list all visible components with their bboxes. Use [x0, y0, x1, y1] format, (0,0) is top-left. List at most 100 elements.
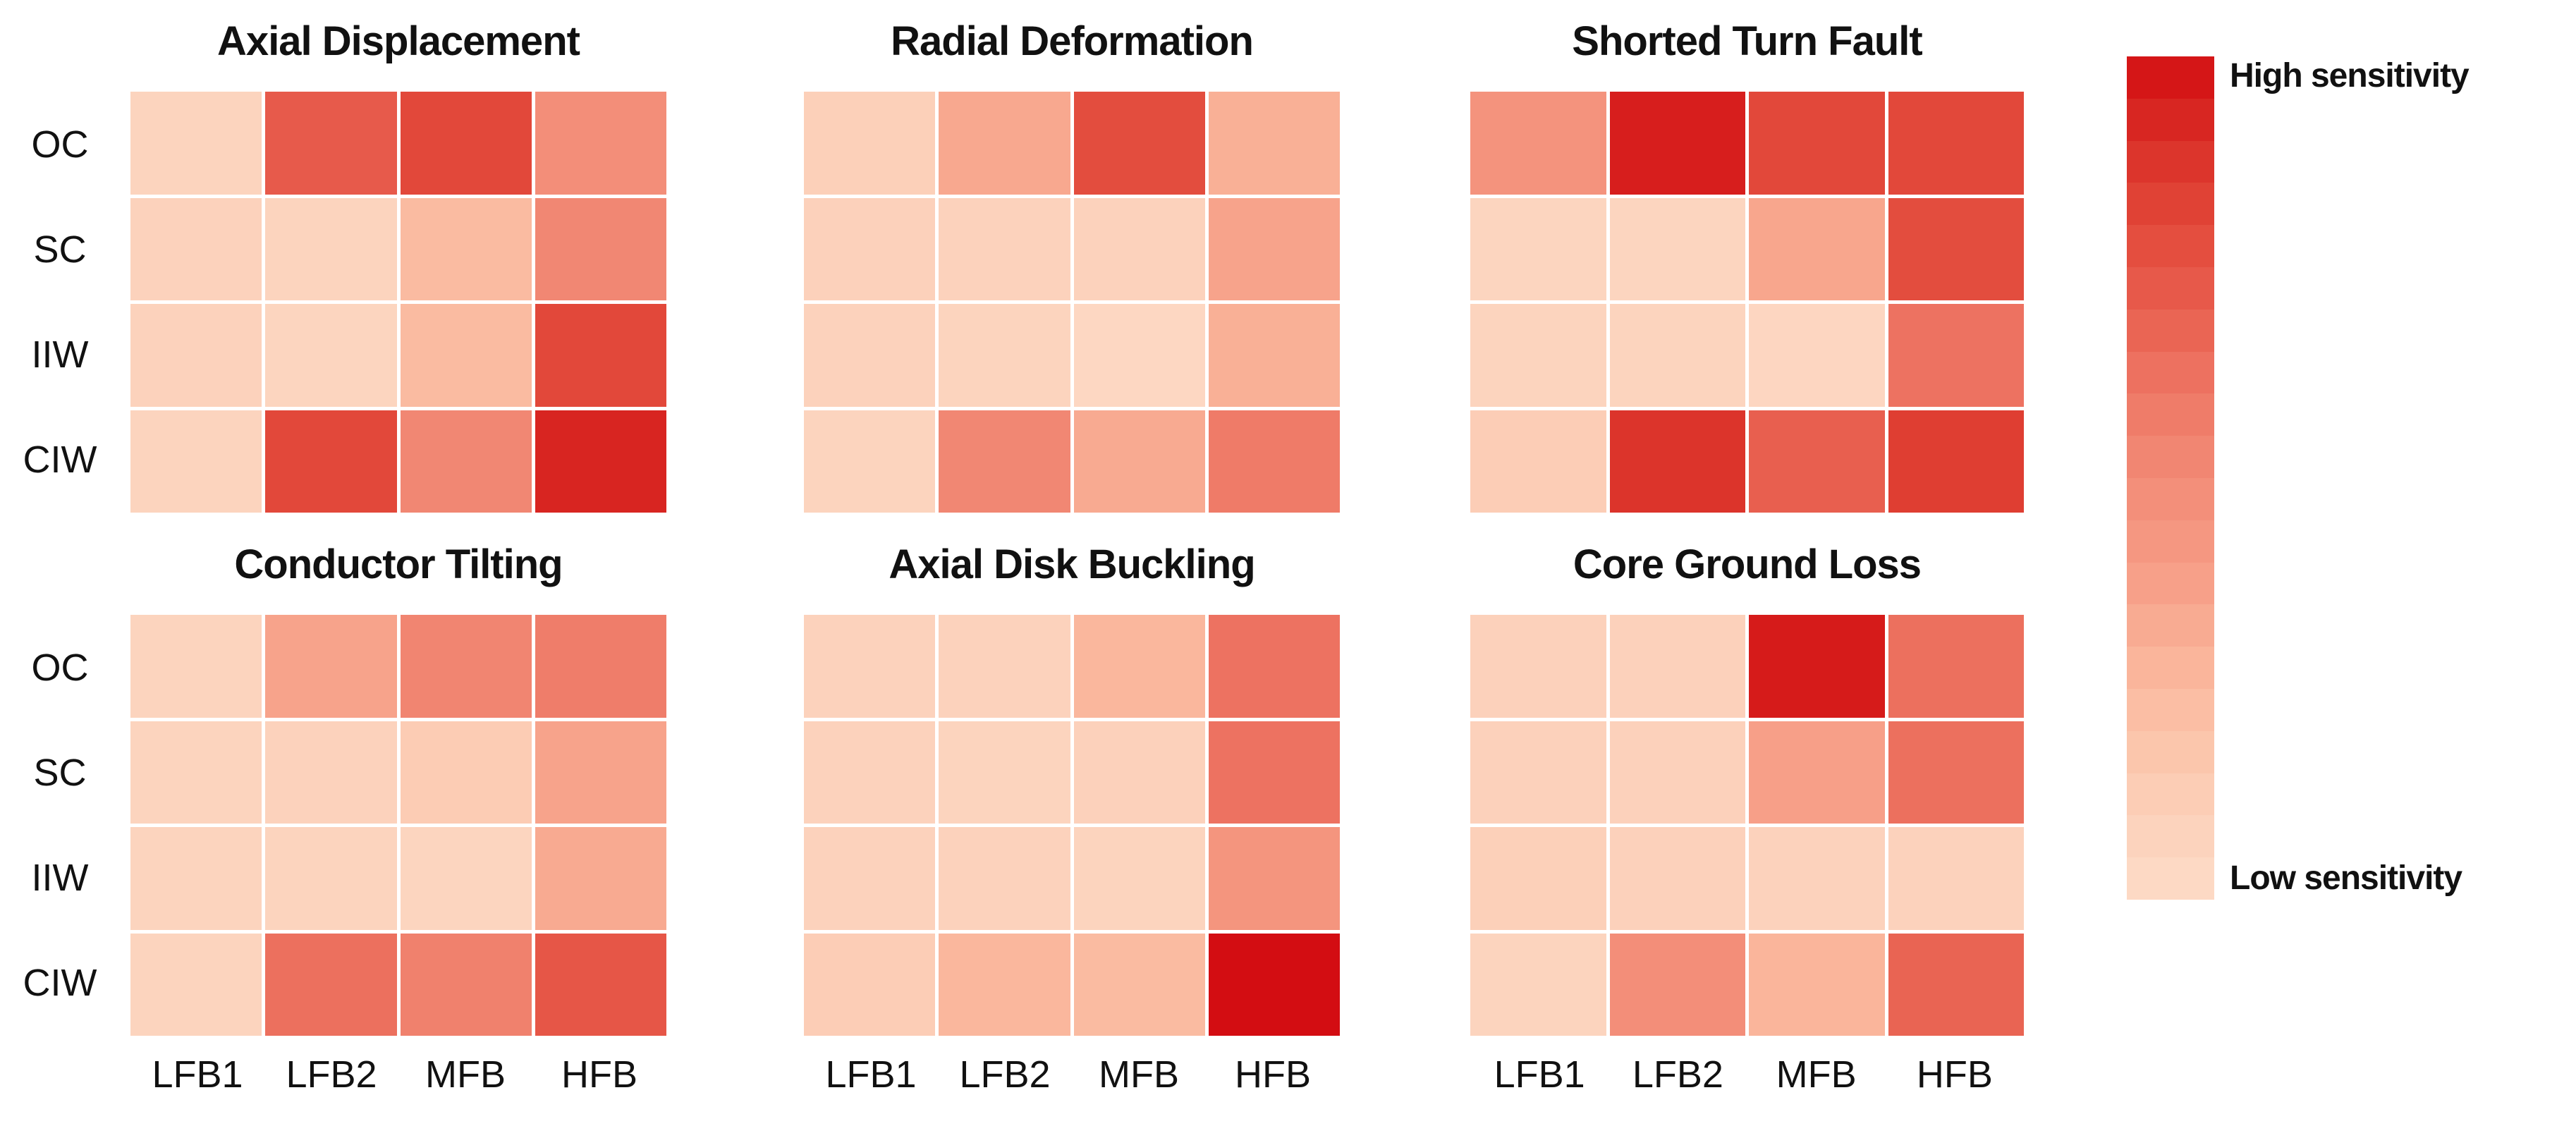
heatmap-cell-sc-mfb [400, 721, 532, 824]
heatmap-cell-oc-mfb [1073, 615, 1205, 718]
heatmap-axial-displacement: Axial Displacement OC SC IIW CIW [23, 21, 666, 513]
heatmap-cell-ciw-lfb2 [1609, 933, 1745, 1036]
heatmap-cell-iiw-lfb1 [1470, 827, 1606, 930]
heatmap-cell-ciw-hfb [1888, 410, 2024, 513]
heatmap-cell-sc-lfb2 [1609, 721, 1745, 824]
x-axis-labels: LFB1 LFB2 MFB HFB [1470, 1056, 2024, 1094]
colorbar-step [2127, 520, 2214, 563]
heatmap-cell-oc-lfb1 [804, 92, 936, 195]
heatmap-cell-sc-lfb1 [130, 721, 262, 824]
heatmap-axial-disk-buckling: Axial Disk Buckling LFB1 LFB2 MFB HFB [804, 544, 1340, 1094]
heatmap-radial-deformation: Radial Deformation [804, 21, 1340, 513]
colorbar-low-label: Low sensitivity [2230, 859, 2462, 897]
colorbar-step [2127, 647, 2214, 689]
col-label-mfb: MFB [1776, 1053, 1857, 1096]
y-axis-labels: OC SC IIW CIW [7, 92, 113, 513]
heatmap-cell-oc-lfb2 [265, 615, 397, 718]
colorbar-step [2127, 604, 2214, 647]
colorbar-step [2127, 773, 2214, 816]
heatmap-cell-sc-hfb [1888, 721, 2024, 824]
heatmap-cell-ciw-mfb [400, 933, 532, 1036]
heatmap-cell-sc-mfb [1073, 721, 1205, 824]
heatmap-cell-iiw-lfb1 [130, 827, 262, 930]
heatmap-title-core-ground-loss: Core Ground Loss [1573, 542, 1922, 587]
heatmap-cell-sc-mfb [1749, 197, 1885, 300]
heatmap-cell-iiw-mfb [1749, 304, 1885, 407]
heatmap-title-axial-disk-buckling: Axial Disk Buckling [889, 542, 1255, 587]
heatmap-cell-oc-hfb [535, 615, 666, 718]
heatmap-cell-iiw-lfb1 [1470, 304, 1606, 407]
heatmap-cell-iiw-mfb [400, 304, 532, 407]
heatmap-cell-ciw-lfb1 [804, 410, 936, 513]
heatmap-cell-sc-hfb [1888, 197, 2024, 300]
heatmap-cell-iiw-hfb [535, 304, 666, 407]
x-axis-labels: LFB1 LFB2 MFB HFB [130, 1056, 666, 1094]
heatmap-cell-iiw-hfb [1208, 827, 1340, 930]
heatmap-cell-sc-hfb [1208, 197, 1340, 300]
heatmap-cell-iiw-lfb1 [804, 304, 936, 407]
heatmap-cell-ciw-hfb [1208, 933, 1340, 1036]
row-label-ciw: CIW [23, 439, 97, 482]
heatmap-cell-oc-mfb [400, 92, 532, 195]
heatmap-cell-oc-hfb [1208, 92, 1340, 195]
heatmap-cell-ciw-mfb [1749, 933, 1885, 1036]
heatmap-cell-iiw-lfb1 [130, 304, 262, 407]
heatmap-cell-oc-hfb [1208, 615, 1340, 718]
heatmap-cell-ciw-mfb [1749, 410, 1885, 513]
heatmap-cell-iiw-lfb1 [804, 827, 936, 930]
heatmap-cell-sc-lfb2 [939, 197, 1070, 300]
heatmap-cell-sc-lfb1 [804, 721, 936, 824]
heatmap-cell-ciw-lfb2 [1609, 410, 1745, 513]
row-label-sc: SC [33, 751, 87, 794]
heatmap-cell-iiw-mfb [1749, 827, 1885, 930]
colorbar-step [2127, 436, 2214, 478]
heatmap-cell-oc-hfb [535, 92, 666, 195]
heatmap-cell-oc-lfb2 [939, 615, 1070, 718]
heatmap-cell-ciw-lfb2 [939, 410, 1070, 513]
heatmap-cell-oc-lfb2 [265, 92, 397, 195]
heatmap-title-axial-displacement: Axial Displacement [217, 18, 580, 64]
heatmap-cell-ciw-hfb [1888, 933, 2024, 1036]
colorbar [2127, 56, 2214, 900]
heatmap-cell-oc-lfb1 [130, 615, 262, 718]
heatmap-cell-oc-lfb1 [130, 92, 262, 195]
col-label-lfb1: LFB1 [1494, 1053, 1585, 1096]
heatmap-cell-sc-hfb [535, 197, 666, 300]
col-label-lfb1: LFB1 [152, 1053, 243, 1096]
row-label-oc: OC [31, 646, 89, 689]
col-label-hfb: HFB [561, 1053, 637, 1096]
colorbar-step [2127, 815, 2214, 858]
heatmap-cell-sc-mfb [1073, 197, 1205, 300]
heatmap-cell-oc-lfb2 [939, 92, 1070, 195]
heatmap-cell-ciw-mfb [1073, 410, 1205, 513]
colorbar-step [2127, 309, 2214, 352]
heatmap-cell-oc-hfb [1888, 615, 2024, 718]
heatmap-cell-sc-lfb2 [265, 721, 397, 824]
heatmap-cell-sc-lfb2 [1609, 197, 1745, 300]
heatmap-cell-ciw-hfb [535, 410, 666, 513]
heatmap-cell-iiw-mfb [1073, 304, 1205, 407]
heatmap-cell-iiw-lfb2 [939, 827, 1070, 930]
heatmap-cell-oc-lfb1 [804, 615, 936, 718]
heatmap-cell-iiw-hfb [1888, 304, 2024, 407]
heatmap-cell-oc-lfb2 [1609, 615, 1745, 718]
heatmap-cell-iiw-mfb [1073, 827, 1205, 930]
heatmap-title-radial-deformation: Radial Deformation [891, 18, 1254, 64]
heatmap-cell-sc-lfb1 [130, 197, 262, 300]
row-label-sc: SC [33, 228, 87, 271]
heatmap-cell-oc-mfb [1749, 92, 1885, 195]
colorbar-step [2127, 140, 2214, 183]
heatmap-cell-iiw-lfb2 [265, 304, 397, 407]
y-axis-labels: OC SC IIW CIW [7, 615, 113, 1036]
heatmap-cell-sc-lfb1 [1470, 721, 1606, 824]
heatmap-cell-ciw-hfb [535, 933, 666, 1036]
heatmap-cell-ciw-lfb1 [804, 933, 936, 1036]
heatmap-cell-ciw-mfb [400, 410, 532, 513]
heatmap-core-ground-loss: Core Ground Loss LFB1 LFB2 MFB HFB [1470, 544, 2024, 1094]
heatmap-cell-ciw-hfb [1208, 410, 1340, 513]
heatmap-cell-ciw-lfb1 [130, 410, 262, 513]
col-label-lfb2: LFB2 [1632, 1053, 1723, 1096]
colorbar-step [2127, 183, 2214, 226]
colorbar-step [2127, 730, 2214, 773]
